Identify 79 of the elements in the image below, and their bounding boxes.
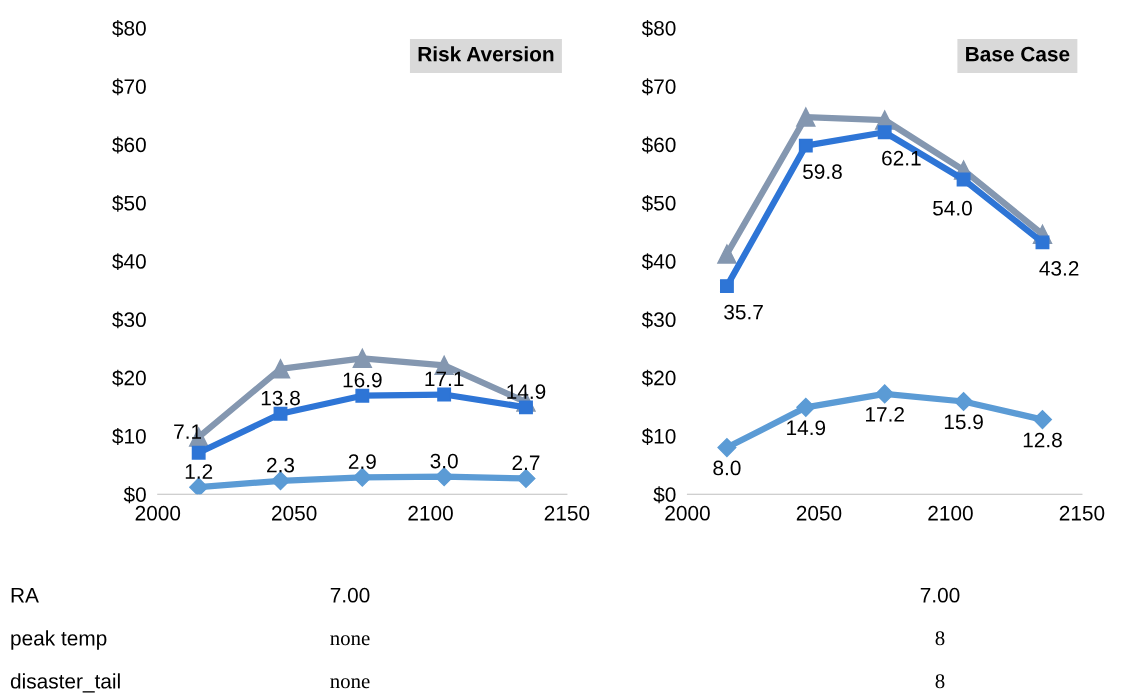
- y-tick-label: $0: [123, 486, 146, 504]
- x-tick-label: 2150: [544, 505, 590, 521]
- text: Risk Aversion: [418, 46, 554, 62]
- y-tick-label: $70: [641, 78, 676, 96]
- y-tick-label: $20: [112, 369, 146, 387]
- data-label: 59.8: [803, 164, 842, 180]
- point: [875, 384, 895, 404]
- point: [796, 107, 816, 127]
- text: disaster_tail: [10, 673, 120, 693]
- y-tick-label: $70: [112, 78, 146, 96]
- x-tick-label: 2100: [928, 505, 973, 521]
- data-label: 2.7: [512, 455, 540, 470]
- point: [1035, 235, 1050, 250]
- point: [1032, 410, 1053, 430]
- point: [352, 348, 373, 369]
- point: [719, 279, 734, 294]
- y-tick-label: $50: [641, 194, 676, 212]
- data-label: 14.9: [507, 384, 546, 400]
- y-tick-label: $60: [112, 136, 146, 154]
- y-tick-label: $30: [112, 311, 146, 329]
- point: [954, 391, 974, 412]
- text: 7.00: [920, 587, 960, 603]
- y-tick-label: $10: [112, 428, 146, 445]
- text: RA: [11, 588, 39, 603]
- x-tick-label: 2150: [1059, 505, 1105, 521]
- data-label: 14.9: [787, 420, 826, 436]
- text: Base Case: [966, 46, 1070, 62]
- data-label: 12.8: [1023, 432, 1062, 448]
- data-label: 1.2: [185, 464, 213, 479]
- point: [796, 397, 816, 417]
- point: [437, 387, 452, 402]
- text: none: [330, 678, 370, 689]
- point: [956, 172, 971, 187]
- point: [516, 468, 536, 488]
- y-tick-label: $80: [641, 20, 676, 37]
- data-label: 17.2: [866, 407, 904, 422]
- data-label: 54.0: [933, 200, 972, 216]
- data-label: 35.7: [724, 304, 763, 320]
- y-tick-label: $30: [641, 311, 676, 329]
- x-tick-label: 2050: [272, 505, 317, 521]
- data-label: 8.0: [713, 460, 741, 476]
- x-tick-label: 2000: [135, 505, 181, 521]
- data-label: 17.1: [425, 371, 464, 387]
- text: 7.00: [330, 587, 370, 603]
- point: [798, 138, 813, 153]
- data-label: 3.0: [430, 453, 458, 469]
- point: [352, 467, 372, 487]
- text: peak temp: [11, 630, 107, 650]
- data-label: 43.2: [1039, 261, 1079, 276]
- point: [270, 471, 291, 491]
- point: [270, 359, 291, 379]
- y-tick-label: $20: [641, 369, 676, 387]
- data-label: 15.9: [944, 414, 983, 430]
- y-tick-label: $0: [653, 486, 676, 504]
- point: [191, 445, 206, 460]
- data-label: 13.8: [261, 390, 300, 406]
- point: [877, 125, 892, 140]
- y-tick-label: $40: [641, 253, 676, 271]
- text: 8: [935, 631, 945, 646]
- text: none: [330, 635, 370, 646]
- point: [434, 467, 454, 487]
- data-label: 2.3: [267, 457, 295, 473]
- y-tick-label: $80: [112, 20, 146, 37]
- data-label: 7.1: [174, 424, 202, 439]
- x-tick-label: 2000: [665, 505, 710, 521]
- point: [273, 406, 288, 421]
- point: [717, 244, 737, 264]
- data-label: 2.9: [348, 454, 376, 469]
- y-tick-label: $50: [112, 194, 146, 212]
- point: [355, 388, 370, 403]
- data-label: 62.1: [882, 150, 921, 166]
- text: 8: [935, 674, 945, 689]
- y-tick-label: $10: [641, 428, 676, 445]
- point: [717, 438, 737, 458]
- data-label: 16.9: [343, 372, 382, 388]
- y-tick-label: $40: [112, 253, 146, 271]
- x-tick-label: 2100: [408, 505, 453, 521]
- y-tick-label: $60: [641, 136, 676, 154]
- x-tick-label: 2050: [796, 505, 842, 521]
